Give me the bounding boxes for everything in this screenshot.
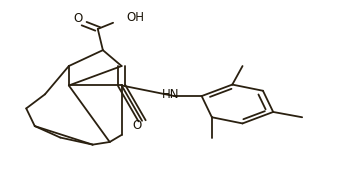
Text: O: O [132, 119, 142, 132]
Text: HN: HN [162, 88, 180, 101]
Text: OH: OH [127, 11, 145, 24]
Text: O: O [74, 12, 83, 25]
